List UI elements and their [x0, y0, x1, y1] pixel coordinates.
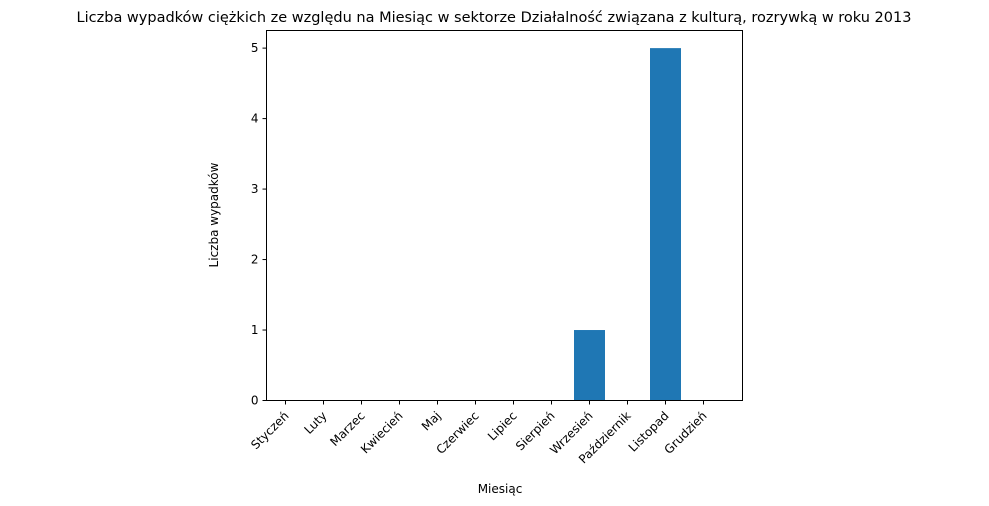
y-axis-label: Liczba wypadków — [207, 162, 221, 267]
y-tick-label-5: 5 — [251, 41, 259, 55]
y-axis: 0 1 2 3 4 5 — [251, 41, 267, 408]
bars-group — [574, 48, 681, 401]
y-tick-label-0: 0 — [251, 394, 259, 408]
chart-title: Liczba wypadków ciężkich ze względu na M… — [77, 10, 912, 26]
x-tick-label-0: Styczeń — [248, 409, 291, 452]
y-tick-label-2: 2 — [251, 253, 259, 267]
y-tick-label-1: 1 — [251, 323, 259, 337]
plot-area-frame — [266, 30, 743, 401]
bar-10 — [650, 48, 681, 401]
bar-8 — [574, 330, 605, 401]
x-tick-label-4: Maj — [419, 409, 444, 434]
x-axis-label: Miesiąc — [478, 482, 523, 496]
y-tick-label-3: 3 — [251, 182, 259, 196]
x-tick-label-1: Luty — [301, 409, 329, 437]
x-tick-label-6: Lipiec — [485, 409, 520, 444]
x-tick-label-3: Kwiecień — [358, 409, 406, 457]
y-tick-label-4: 4 — [251, 112, 259, 126]
